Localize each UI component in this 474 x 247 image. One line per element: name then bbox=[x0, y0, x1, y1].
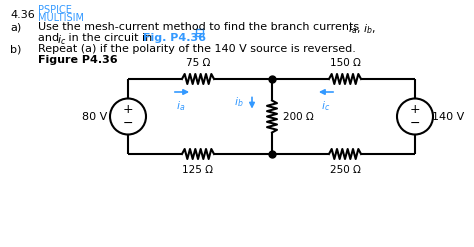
Text: +: + bbox=[123, 103, 133, 116]
Text: 4.36: 4.36 bbox=[10, 10, 35, 20]
Text: Repeat (a) if the polarity of the 140 V source is reversed.: Repeat (a) if the polarity of the 140 V … bbox=[38, 44, 356, 54]
Text: $i_c$: $i_c$ bbox=[57, 33, 66, 47]
Text: Fig. P4.36: Fig. P4.36 bbox=[143, 33, 206, 43]
Text: in the circuit in: in the circuit in bbox=[65, 33, 156, 43]
Text: −: − bbox=[410, 117, 420, 130]
Text: 125 Ω: 125 Ω bbox=[182, 165, 213, 175]
Text: 200 Ω: 200 Ω bbox=[283, 111, 314, 122]
Text: Figure P4.36: Figure P4.36 bbox=[38, 55, 118, 65]
Text: b): b) bbox=[10, 44, 21, 54]
FancyBboxPatch shape bbox=[196, 29, 203, 36]
Text: MULTISIM: MULTISIM bbox=[38, 13, 84, 23]
Text: 250 Ω: 250 Ω bbox=[329, 165, 360, 175]
Text: 140 V: 140 V bbox=[432, 111, 464, 122]
Text: 150 Ω: 150 Ω bbox=[329, 58, 360, 68]
Text: $i_a$: $i_a$ bbox=[176, 99, 186, 113]
Text: −: − bbox=[123, 117, 133, 130]
Text: 75 Ω: 75 Ω bbox=[186, 58, 210, 68]
Text: $i_a$, $i_b$,: $i_a$, $i_b$, bbox=[348, 22, 376, 36]
Text: Use the mesh-current method to find the branch currents: Use the mesh-current method to find the … bbox=[38, 22, 363, 32]
Text: PSPICE: PSPICE bbox=[38, 5, 72, 15]
Text: $i_c$: $i_c$ bbox=[321, 99, 331, 113]
Text: $i_b$: $i_b$ bbox=[234, 96, 244, 109]
Text: +: + bbox=[410, 103, 420, 116]
Text: 80 V: 80 V bbox=[82, 111, 108, 122]
Text: and: and bbox=[38, 33, 63, 43]
Text: a): a) bbox=[10, 22, 21, 32]
